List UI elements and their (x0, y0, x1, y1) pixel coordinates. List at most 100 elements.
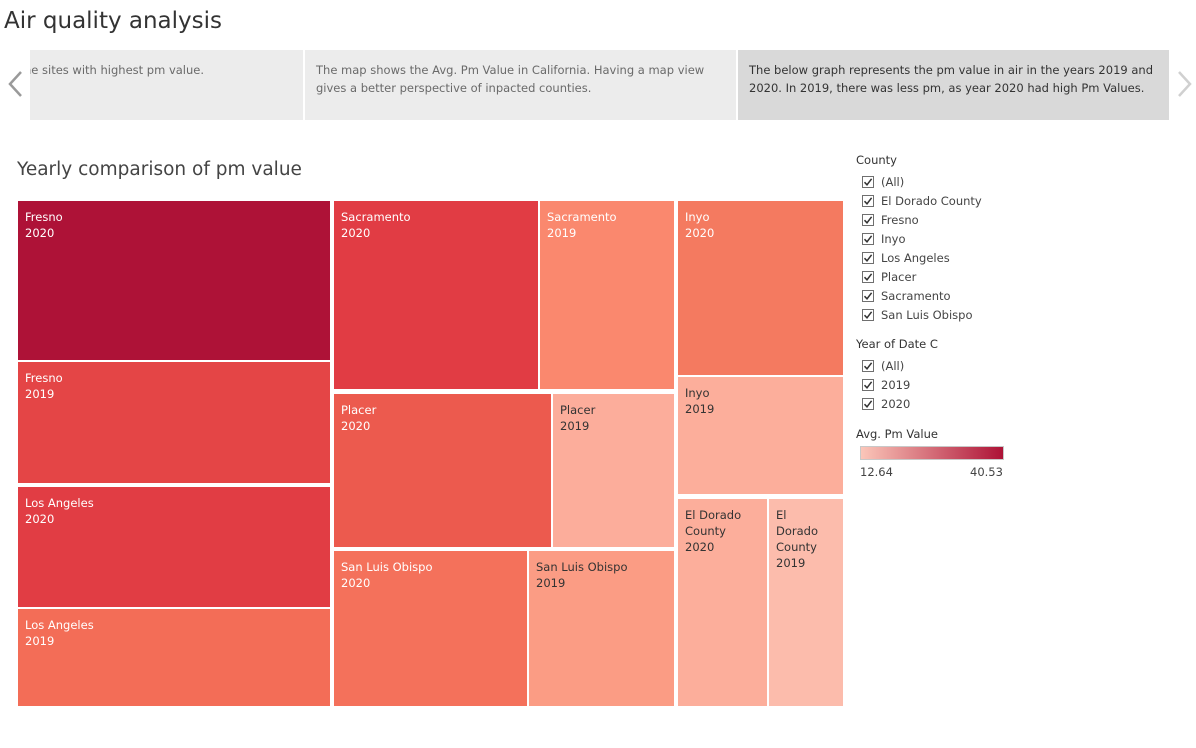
checkbox[interactable] (862, 195, 874, 207)
checkbox[interactable] (862, 233, 874, 245)
year-filter-item[interactable]: 2019 (862, 376, 910, 394)
treemap-cell-county-label: Fresno (25, 371, 63, 385)
treemap-cell-rect[interactable] (334, 201, 538, 389)
treemap-cell-year-label: 2020 (341, 576, 370, 590)
treemap-cell-county-label: Sacramento (547, 210, 617, 224)
legend-max-label: 40.53 (970, 465, 1003, 479)
treemap-cell-county-label: San Luis Obispo (341, 560, 433, 574)
story-point-text: The map shows the Avg. Pm Value in Calif… (316, 63, 705, 95)
treemap-cell[interactable]: Sacramento 2020 (334, 201, 538, 389)
county-filter-label: Los Angeles (881, 251, 950, 265)
treemap-cell[interactable]: El Dorado County 2020 (678, 499, 767, 706)
checkmark-icon (863, 235, 873, 243)
county-filter-item[interactable]: Fresno (862, 211, 919, 229)
treemap-cell-year-label: 2020 (25, 512, 54, 526)
treemap-cell-rect[interactable] (540, 201, 674, 389)
story-point-2[interactable]: The map shows the Avg. Pm Value in Calif… (305, 50, 736, 120)
county-filter-item[interactable]: San Luis Obispo (862, 306, 973, 324)
checkbox[interactable] (862, 252, 874, 264)
county-filter-item[interactable]: El Dorado County (862, 192, 982, 210)
year-filter-label: (All) (881, 359, 905, 373)
treemap-cell-year-label: 2019 (560, 419, 589, 433)
treemap-cell[interactable]: Inyo 2020 (678, 201, 843, 375)
treemap-cell-county-label: Placer (341, 403, 377, 417)
treemap-cell-county-label: San Luis Obispo (536, 560, 628, 574)
story-point-text: The below graph represents the pm value … (749, 63, 1153, 95)
treemap-cell-rect[interactable] (678, 201, 843, 375)
viz-title: Yearly comparison of pm value (17, 159, 302, 180)
checkbox[interactable] (862, 398, 874, 410)
treemap-cell[interactable]: Inyo 2019 (678, 377, 843, 494)
chevron-right-icon[interactable] (1170, 66, 1196, 102)
treemap-cell-rect[interactable] (334, 394, 551, 547)
year-filter-item[interactable]: 2020 (862, 395, 910, 413)
treemap-cell[interactable]: San Luis Obispo 2019 (529, 551, 674, 706)
treemap-cell[interactable]: Los Angeles 2019 (18, 609, 330, 706)
county-filter-item[interactable]: Los Angeles (862, 249, 950, 267)
treemap-cell-rect[interactable] (678, 377, 843, 494)
treemap-cell-county-label: Dorado (776, 524, 818, 538)
treemap-cell-rect[interactable] (529, 551, 674, 706)
treemap-cell-rect[interactable] (18, 487, 330, 607)
treemap-cell[interactable]: Sacramento 2019 (540, 201, 674, 389)
treemap-cell-year-label: 2019 (547, 226, 576, 240)
treemap-cell-rect[interactable] (678, 499, 767, 706)
treemap-cell-rect[interactable] (18, 201, 330, 360)
treemap-cell[interactable]: Los Angeles 2020 (18, 487, 330, 607)
checkbox[interactable] (862, 176, 874, 188)
county-filter-label: Inyo (881, 232, 906, 246)
treemap-cell-county-label: Los Angeles (25, 496, 94, 510)
checkmark-icon (863, 216, 873, 224)
treemap-cell-rect[interactable] (553, 394, 674, 547)
treemap-cell[interactable]: Placer 2020 (334, 394, 551, 547)
treemap-cell-county-label: Sacramento (341, 210, 411, 224)
treemap-cell-county-label: Inyo (685, 210, 710, 224)
county-filter-item[interactable]: Placer (862, 268, 916, 286)
treemap-cell-county-label: County (685, 524, 726, 538)
treemap-cell[interactable]: Fresno 2019 (18, 362, 330, 483)
checkmark-icon (863, 400, 873, 408)
treemap-cell[interactable]: Fresno 2020 (18, 201, 330, 360)
checkbox[interactable] (862, 360, 874, 372)
treemap-cell-county-label: County (776, 540, 817, 554)
treemap-cell-county-label: Los Angeles (25, 618, 94, 632)
treemap-cell-year-label: 2020 (685, 540, 714, 554)
treemap-cell-county-label: Fresno (25, 210, 63, 224)
treemap-cell[interactable]: El Dorado County 2019 (769, 499, 843, 706)
county-filter-label: San Luis Obispo (881, 308, 973, 322)
checkbox[interactable] (862, 379, 874, 391)
county-filter-label: Fresno (881, 213, 919, 227)
checkbox[interactable] (862, 214, 874, 226)
story-point-1[interactable]: he sites with highest pm value. (30, 50, 303, 120)
treemap-cell-county-label: El (776, 508, 786, 522)
county-filter-item[interactable]: Inyo (862, 230, 906, 248)
treemap-cell-year-label: 2020 (341, 419, 370, 433)
treemap-cell-rect[interactable] (769, 499, 843, 706)
treemap-cell-rect[interactable] (18, 609, 330, 706)
year-filter-item[interactable]: (All) (862, 357, 904, 375)
checkmark-icon (863, 292, 873, 300)
treemap-cell-rect[interactable] (18, 362, 330, 483)
year-filter-title: Year of Date C (856, 337, 938, 351)
checkbox[interactable] (862, 271, 874, 283)
county-filter-item[interactable]: Sacramento (862, 287, 951, 305)
chevron-left-icon[interactable] (0, 66, 30, 102)
checkbox[interactable] (862, 290, 874, 302)
treemap-cell-year-label: 2019 (536, 576, 565, 590)
story-navigator: he sites with highest pm value. The map … (0, 50, 1196, 120)
county-filter-item[interactable]: (All) (862, 173, 904, 191)
treemap-cell[interactable]: San Luis Obispo 2020 (334, 551, 527, 706)
treemap-cell-rect[interactable] (334, 551, 527, 706)
county-filter-title: County (856, 153, 897, 167)
story-point-text: he sites with highest pm value. (30, 63, 205, 77)
story-point-3-selected[interactable]: The below graph represents the pm value … (738, 50, 1169, 120)
checkbox[interactable] (862, 309, 874, 321)
legend-min-label: 12.64 (860, 465, 893, 479)
treemap-cell[interactable]: Placer 2019 (553, 394, 674, 547)
checkmark-icon (863, 311, 873, 319)
county-filter-label: (All) (881, 175, 905, 189)
treemap-cell-year-label: 2019 (685, 402, 714, 416)
treemap-cell-year-label: 2019 (776, 556, 805, 570)
year-filter-label: 2020 (881, 397, 911, 411)
